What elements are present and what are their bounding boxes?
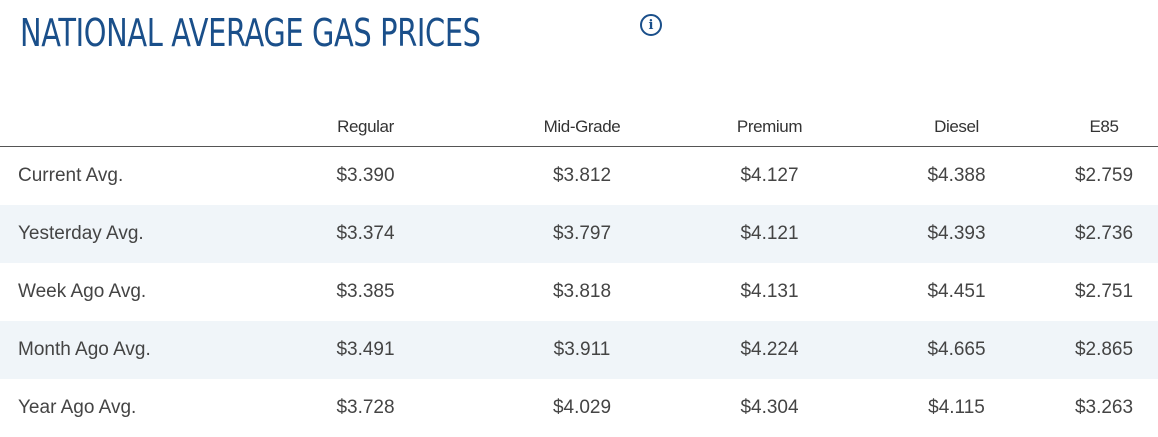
- table-row-yesterday: Yesterday Avg. $3.374 $3.797 $4.121 $4.3…: [0, 205, 1158, 263]
- price-mid-grade: $4.029: [552, 397, 612, 418]
- column-header-label: [0, 107, 243, 147]
- price-diesel: $4.451: [927, 281, 986, 302]
- table-row-year-ago: Year Ago Avg. $3.728 $4.029 $4.304 $4.11…: [0, 379, 1158, 437]
- price-diesel: $4.665: [863, 321, 1050, 379]
- price-premium: $4.224: [676, 321, 863, 379]
- price-premium: $4.131: [740, 281, 799, 302]
- price-mid-grade: $3.812: [552, 165, 612, 186]
- price-regular: $3.390: [336, 165, 395, 186]
- price-premium: $4.304: [740, 397, 799, 418]
- gas-prices-table: Regular Mid-Grade Premium Diesel E85 Cur…: [0, 107, 1158, 437]
- table-row-month-ago: Month Ago Avg. $3.491 $3.911 $4.224 $4.6…: [0, 321, 1158, 379]
- row-label: Current Avg.: [18, 165, 124, 186]
- table-header-row: Regular Mid-Grade Premium Diesel E85: [0, 107, 1158, 147]
- price-e85: $2.751: [1074, 281, 1134, 302]
- price-diesel: $4.388: [927, 165, 986, 186]
- price-e85: $3.263: [1074, 397, 1134, 418]
- price-e85: $2.865: [1050, 321, 1158, 379]
- price-e85: $2.759: [1074, 165, 1134, 186]
- price-regular: $3.374: [243, 205, 488, 263]
- price-regular: $3.728: [336, 397, 395, 418]
- table-row-week-ago: Week Ago Avg. $3.385 $3.818 $4.131 $4.45…: [0, 263, 1158, 321]
- page-header: NATIONAL AVERAGE GAS PRICES i: [20, 8, 662, 58]
- table-row-current: Current Avg. $3.390 $3.812 $4.127 $4.388…: [0, 147, 1158, 206]
- page-title: NATIONAL AVERAGE GAS PRICES: [20, 11, 481, 55]
- price-diesel: $4.115: [928, 397, 985, 418]
- column-header-premium: Premium: [676, 107, 863, 147]
- price-regular: $3.491: [243, 321, 488, 379]
- price-premium: $4.121: [676, 205, 863, 263]
- price-regular: $3.385: [336, 281, 395, 302]
- row-label: Month Ago Avg.: [0, 321, 243, 379]
- row-label: Year Ago Avg.: [18, 397, 137, 418]
- price-mid-grade: $3.797: [488, 205, 676, 263]
- price-e85: $2.736: [1050, 205, 1158, 263]
- price-premium: $4.127: [740, 165, 799, 186]
- column-header-regular: Regular: [243, 107, 488, 147]
- column-header-mid-grade: Mid-Grade: [488, 107, 676, 147]
- column-header-e85: E85: [1050, 107, 1158, 147]
- info-icon[interactable]: i: [640, 14, 662, 36]
- column-header-diesel: Diesel: [863, 107, 1050, 147]
- price-diesel: $4.393: [863, 205, 1050, 263]
- price-mid-grade: $3.818: [552, 281, 612, 302]
- row-label: Week Ago Avg.: [18, 281, 147, 302]
- row-label: Yesterday Avg.: [0, 205, 243, 263]
- price-mid-grade: $3.911: [488, 321, 676, 379]
